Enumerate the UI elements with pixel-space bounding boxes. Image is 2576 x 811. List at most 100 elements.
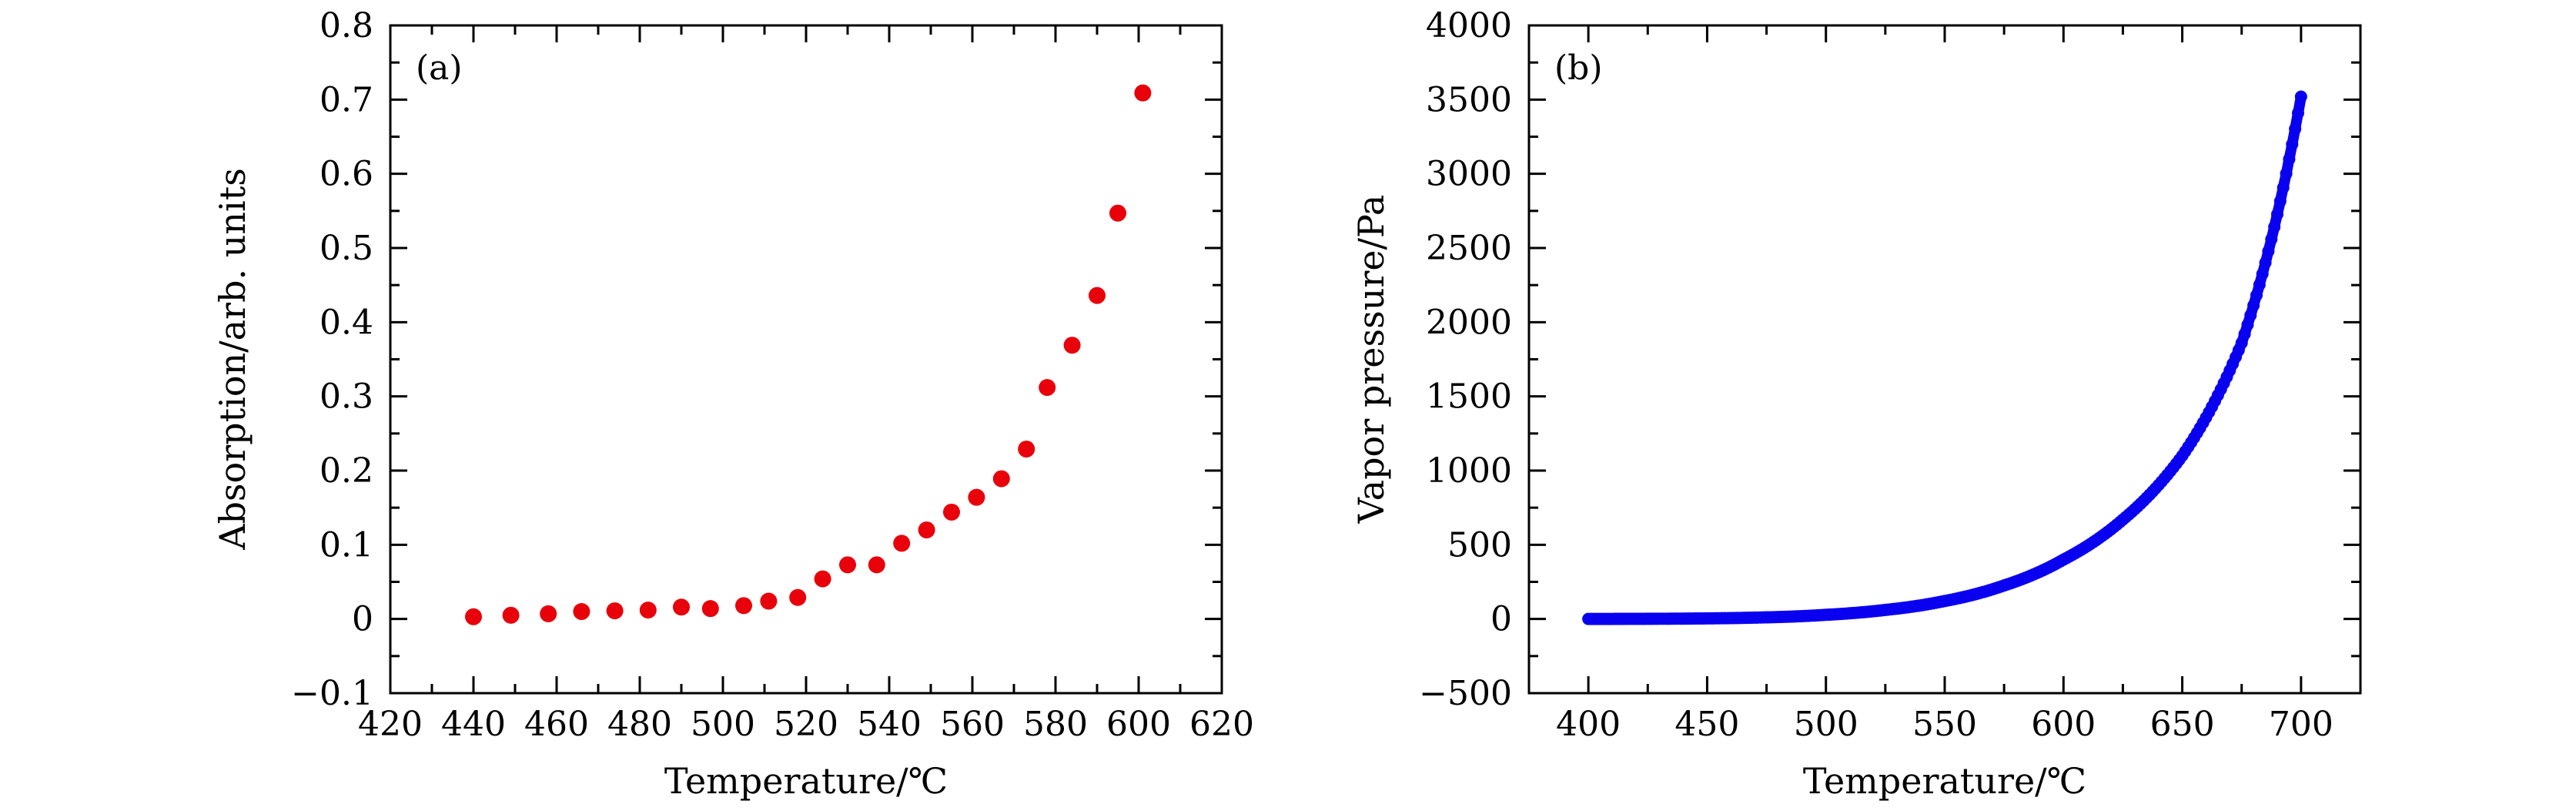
data-point xyxy=(992,470,1010,488)
data-point xyxy=(918,521,935,539)
series-marker xyxy=(2280,167,2293,180)
y-tick-label: −500 xyxy=(1419,674,1512,713)
series-marker xyxy=(2271,208,2283,221)
x-tick-label: 520 xyxy=(774,705,838,744)
data-point xyxy=(701,600,719,618)
x-tick-label: 440 xyxy=(441,705,506,744)
series-marker xyxy=(2250,289,2263,302)
x-tick-label: 540 xyxy=(857,705,922,744)
panel-a-y-tick-labels: −0.1 0 0.1 0.2 0.3 0.4 0.5 0.6 0.7 0.8 xyxy=(291,6,373,713)
data-point xyxy=(893,535,911,552)
data-point xyxy=(465,608,482,625)
data-point xyxy=(760,592,778,610)
y-tick-label: 0.4 xyxy=(319,303,373,342)
series-marker xyxy=(2259,256,2272,270)
data-point xyxy=(540,605,557,622)
data-point xyxy=(573,603,590,621)
y-tick-label: 3500 xyxy=(1426,80,1512,119)
data-point xyxy=(868,556,885,574)
data-point xyxy=(673,598,690,616)
series-marker xyxy=(2265,233,2278,246)
data-point xyxy=(1109,204,1126,222)
series-marker xyxy=(2244,309,2257,322)
y-tick-label: 0 xyxy=(352,600,373,639)
panel-b-chart: −500 0 500 1000 1500 2000 2500 3000 3500 4000 400… xyxy=(1350,6,2362,802)
panel-b-ticks xyxy=(1529,24,2360,695)
x-tick-label: 500 xyxy=(691,705,755,744)
data-point xyxy=(606,602,624,620)
y-tick-label: 0.3 xyxy=(319,377,373,417)
series-marker xyxy=(2247,299,2260,312)
x-tick-label: 700 xyxy=(2269,705,2333,744)
data-point xyxy=(1063,337,1081,354)
data-point xyxy=(839,556,856,574)
panel-a-x-tick-labels: 420 440 460 480 500 520 540 560 580 600 620 xyxy=(358,705,1254,744)
y-tick-label: 0.2 xyxy=(319,451,373,491)
x-tick-label: 400 xyxy=(1556,705,1621,744)
x-tick-label: 600 xyxy=(1106,705,1171,744)
data-point xyxy=(814,570,831,588)
x-tick-label: 480 xyxy=(607,705,672,744)
panel-b-x-axis-label: Temperature/℃ xyxy=(1803,760,2086,802)
series-marker xyxy=(2283,152,2296,166)
panel-a-y-axis-label: Absorption/arb. units xyxy=(212,168,253,551)
series-marker xyxy=(2268,220,2281,233)
x-tick-label: 450 xyxy=(1674,705,1739,744)
y-tick-label: 500 xyxy=(1447,525,1512,565)
panel-a-label: (a) xyxy=(416,49,463,88)
y-tick-label: 4000 xyxy=(1426,6,1512,45)
panel-b-y-tick-labels: −500 0 500 1000 1500 2000 2500 3000 3500 4000 xyxy=(1419,6,1512,713)
y-tick-label: 1500 xyxy=(1426,377,1512,417)
y-tick-label: −0.1 xyxy=(291,674,373,713)
x-tick-label: 560 xyxy=(940,705,1005,744)
series-line xyxy=(1583,91,2307,625)
series-marker xyxy=(2273,195,2287,208)
data-point xyxy=(1039,379,1056,397)
data-point xyxy=(502,606,520,624)
x-tick-label: 650 xyxy=(2150,705,2215,744)
y-tick-label: 3000 xyxy=(1426,155,1512,194)
y-tick-label: 0 xyxy=(1490,600,1512,639)
y-tick-label: 0.1 xyxy=(319,525,373,565)
series-marker xyxy=(2286,138,2299,151)
x-tick-label: 500 xyxy=(1794,705,1858,744)
panel-b-x-tick-labels: 400 450 500 550 600 650 700 xyxy=(1556,705,2333,744)
panel-a-chart: −0.100.10.20.30.40.50.60.70.8 420 440 460 4… xyxy=(212,6,1254,802)
data-point xyxy=(735,597,752,615)
y-tick-label: 2000 xyxy=(1426,303,1512,342)
y-tick-label: 1000 xyxy=(1426,451,1512,491)
series-marker xyxy=(2294,90,2307,103)
x-tick-label: 550 xyxy=(1912,705,1977,744)
data-point xyxy=(968,488,985,506)
x-tick-label: 620 xyxy=(1189,705,1254,744)
y-tick-label: 2500 xyxy=(1426,229,1512,268)
series-marker xyxy=(2253,278,2266,291)
panel-a-ticks xyxy=(389,24,1223,695)
panel-a-plot-frame xyxy=(389,24,1223,695)
x-tick-label: 580 xyxy=(1023,705,1088,744)
panel-a-data-points xyxy=(465,84,1152,625)
x-tick-label: 460 xyxy=(524,705,589,744)
data-point xyxy=(943,503,960,521)
y-tick-label: 0.5 xyxy=(319,229,373,268)
series-marker xyxy=(2241,318,2254,331)
x-tick-label: 600 xyxy=(2031,705,2096,744)
data-point xyxy=(639,602,657,619)
data-point xyxy=(1134,84,1152,102)
data-point xyxy=(789,588,807,606)
series-marker xyxy=(2262,245,2275,258)
data-point xyxy=(1018,441,1035,458)
series-marker xyxy=(2292,106,2304,119)
panel-a-x-axis-label: Temperature/℃ xyxy=(664,760,948,802)
y-tick-label: 0.8 xyxy=(319,6,373,45)
x-tick-label: 420 xyxy=(358,705,423,744)
panel-b-y-axis-label: Vapor pressure/Pa xyxy=(1350,195,1392,524)
panel-b-label: (b) xyxy=(1554,49,1603,88)
series-marker xyxy=(2256,267,2269,280)
panel-b-curve xyxy=(1582,90,2307,625)
data-point xyxy=(1089,287,1106,304)
y-tick-label: 0.6 xyxy=(319,155,373,194)
series-marker xyxy=(2289,122,2302,136)
y-tick-label: 0.7 xyxy=(319,80,373,119)
